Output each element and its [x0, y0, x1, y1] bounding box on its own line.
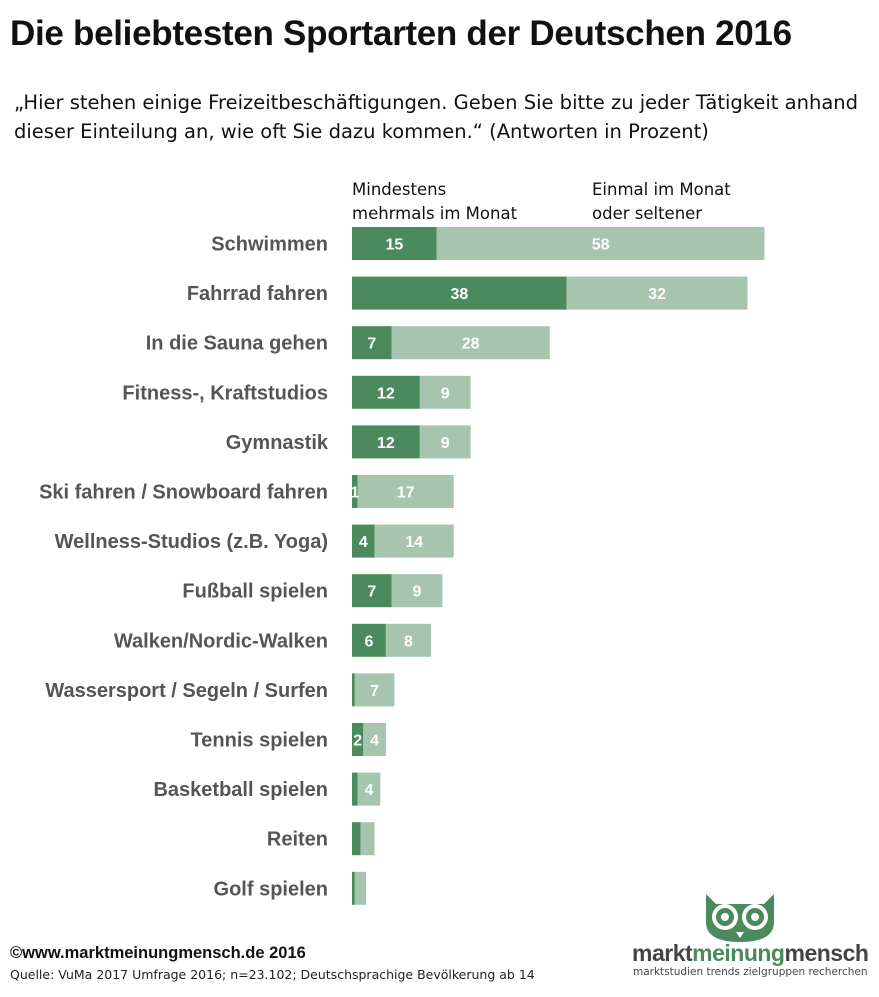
value-label-frequent: 7 — [367, 584, 376, 601]
bar-frequent — [352, 375, 420, 409]
value-label-rare: 9 — [413, 584, 422, 601]
category-label: Ski fahren / Snowboard fahren — [39, 482, 328, 504]
category-label: Fitness-, Kraftstudios — [122, 382, 328, 404]
bar-rare — [354, 673, 395, 707]
logo-part-mensch: mensch — [784, 940, 869, 966]
value-label-rare: 28 — [462, 336, 480, 353]
value-label-rare: 32 — [648, 286, 666, 303]
chart-subtitle: „Hier stehen einige Freizeitbeschäftigun… — [14, 91, 859, 143]
value-label-frequent: 12 — [377, 385, 395, 402]
bar-frequent — [352, 425, 420, 459]
bar-frequent — [352, 723, 364, 756]
category-label: Tennis spielen — [191, 730, 328, 752]
value-label-rare: 7 — [370, 683, 379, 700]
bar-rare — [360, 822, 375, 856]
bar-rare — [391, 574, 443, 608]
category-label: Wassersport / Segeln / Surfen — [45, 680, 328, 702]
value-label-rare: 17 — [397, 485, 415, 502]
bar-rare — [357, 772, 381, 806]
owl-logo-icon — [706, 894, 774, 942]
bar-rare — [566, 276, 748, 310]
bar-rare — [354, 871, 367, 905]
bar-frequent — [352, 772, 358, 806]
bar-frequent — [352, 623, 386, 657]
source-text: Quelle: VuMa 2017 Umfrage 2016; n=23.102… — [10, 967, 535, 982]
value-label-frequent: 15 — [385, 237, 403, 254]
bar-rare — [419, 375, 471, 409]
logo-tagline: marktstudien trends zielgruppen recherch… — [633, 966, 868, 978]
bar-frequent — [352, 822, 361, 856]
value-label-frequent: 6 — [364, 633, 373, 650]
bar-rare — [374, 524, 454, 558]
logo-wordmark: marktmeinungmensch — [632, 940, 869, 967]
legend-frequent: Mindestens mehrmals im Monat — [352, 178, 532, 226]
bar-frequent — [352, 524, 375, 558]
legend-rare: Einmal im Monat oder seltener — [592, 178, 752, 226]
bar-frequent — [352, 475, 358, 508]
category-label: Schwimmen — [211, 234, 328, 256]
bar-frequent — [352, 227, 437, 260]
value-label-rare: 4 — [364, 782, 373, 799]
category-label: Golf spielen — [214, 878, 328, 900]
value-label-frequent: 38 — [450, 286, 468, 303]
value-label-rare: 58 — [592, 237, 610, 254]
category-label: In die Sauna gehen — [146, 333, 328, 355]
value-label-rare: 9 — [441, 435, 450, 452]
bar-frequent — [352, 574, 392, 608]
value-label-rare: 9 — [441, 385, 450, 402]
bar-frequent — [352, 326, 392, 360]
value-label-frequent: 1 — [350, 485, 359, 502]
copyright-text: ©www.marktmeinungmensch.de 2016 — [10, 944, 306, 962]
bar-frequent — [352, 871, 355, 905]
value-label-frequent: 4 — [359, 534, 368, 551]
category-label: Fußball spielen — [182, 581, 328, 603]
bar-rare — [436, 227, 765, 260]
legend-rare-label: Einmal im Monat oder seltener — [592, 180, 731, 223]
category-label: Gymnastik — [226, 432, 329, 454]
category-label: Walken/Nordic-Walken — [114, 630, 328, 652]
bar-frequent — [352, 673, 355, 707]
bar-rare — [357, 475, 454, 508]
value-label-rare: 8 — [404, 633, 413, 650]
value-label-frequent: 12 — [377, 435, 395, 452]
category-label: Wellness-Studios (z.B. Yoga) — [55, 531, 328, 553]
bar-rare — [385, 623, 432, 657]
bar-frequent — [352, 276, 567, 310]
legend-frequent-label: Mindestens mehrmals im Monat — [352, 180, 518, 223]
logo-part-markt: markt — [632, 940, 693, 966]
value-label-rare: 4 — [370, 733, 379, 750]
value-label-frequent: 2 — [353, 733, 362, 750]
chart-title: Die beliebtesten Sportarten der Deutsche… — [10, 14, 792, 53]
logo-part-meinung: meinung — [692, 940, 785, 966]
bar-rare — [419, 425, 471, 459]
value-label-rare: 14 — [405, 534, 423, 551]
category-label: Basketball spielen — [153, 779, 328, 801]
category-label: Reiten — [267, 829, 328, 851]
bar-rare — [391, 326, 550, 360]
category-label: Fahrrad fahren — [187, 283, 328, 305]
value-label-frequent: 7 — [367, 336, 376, 353]
bar-rare — [363, 723, 386, 756]
